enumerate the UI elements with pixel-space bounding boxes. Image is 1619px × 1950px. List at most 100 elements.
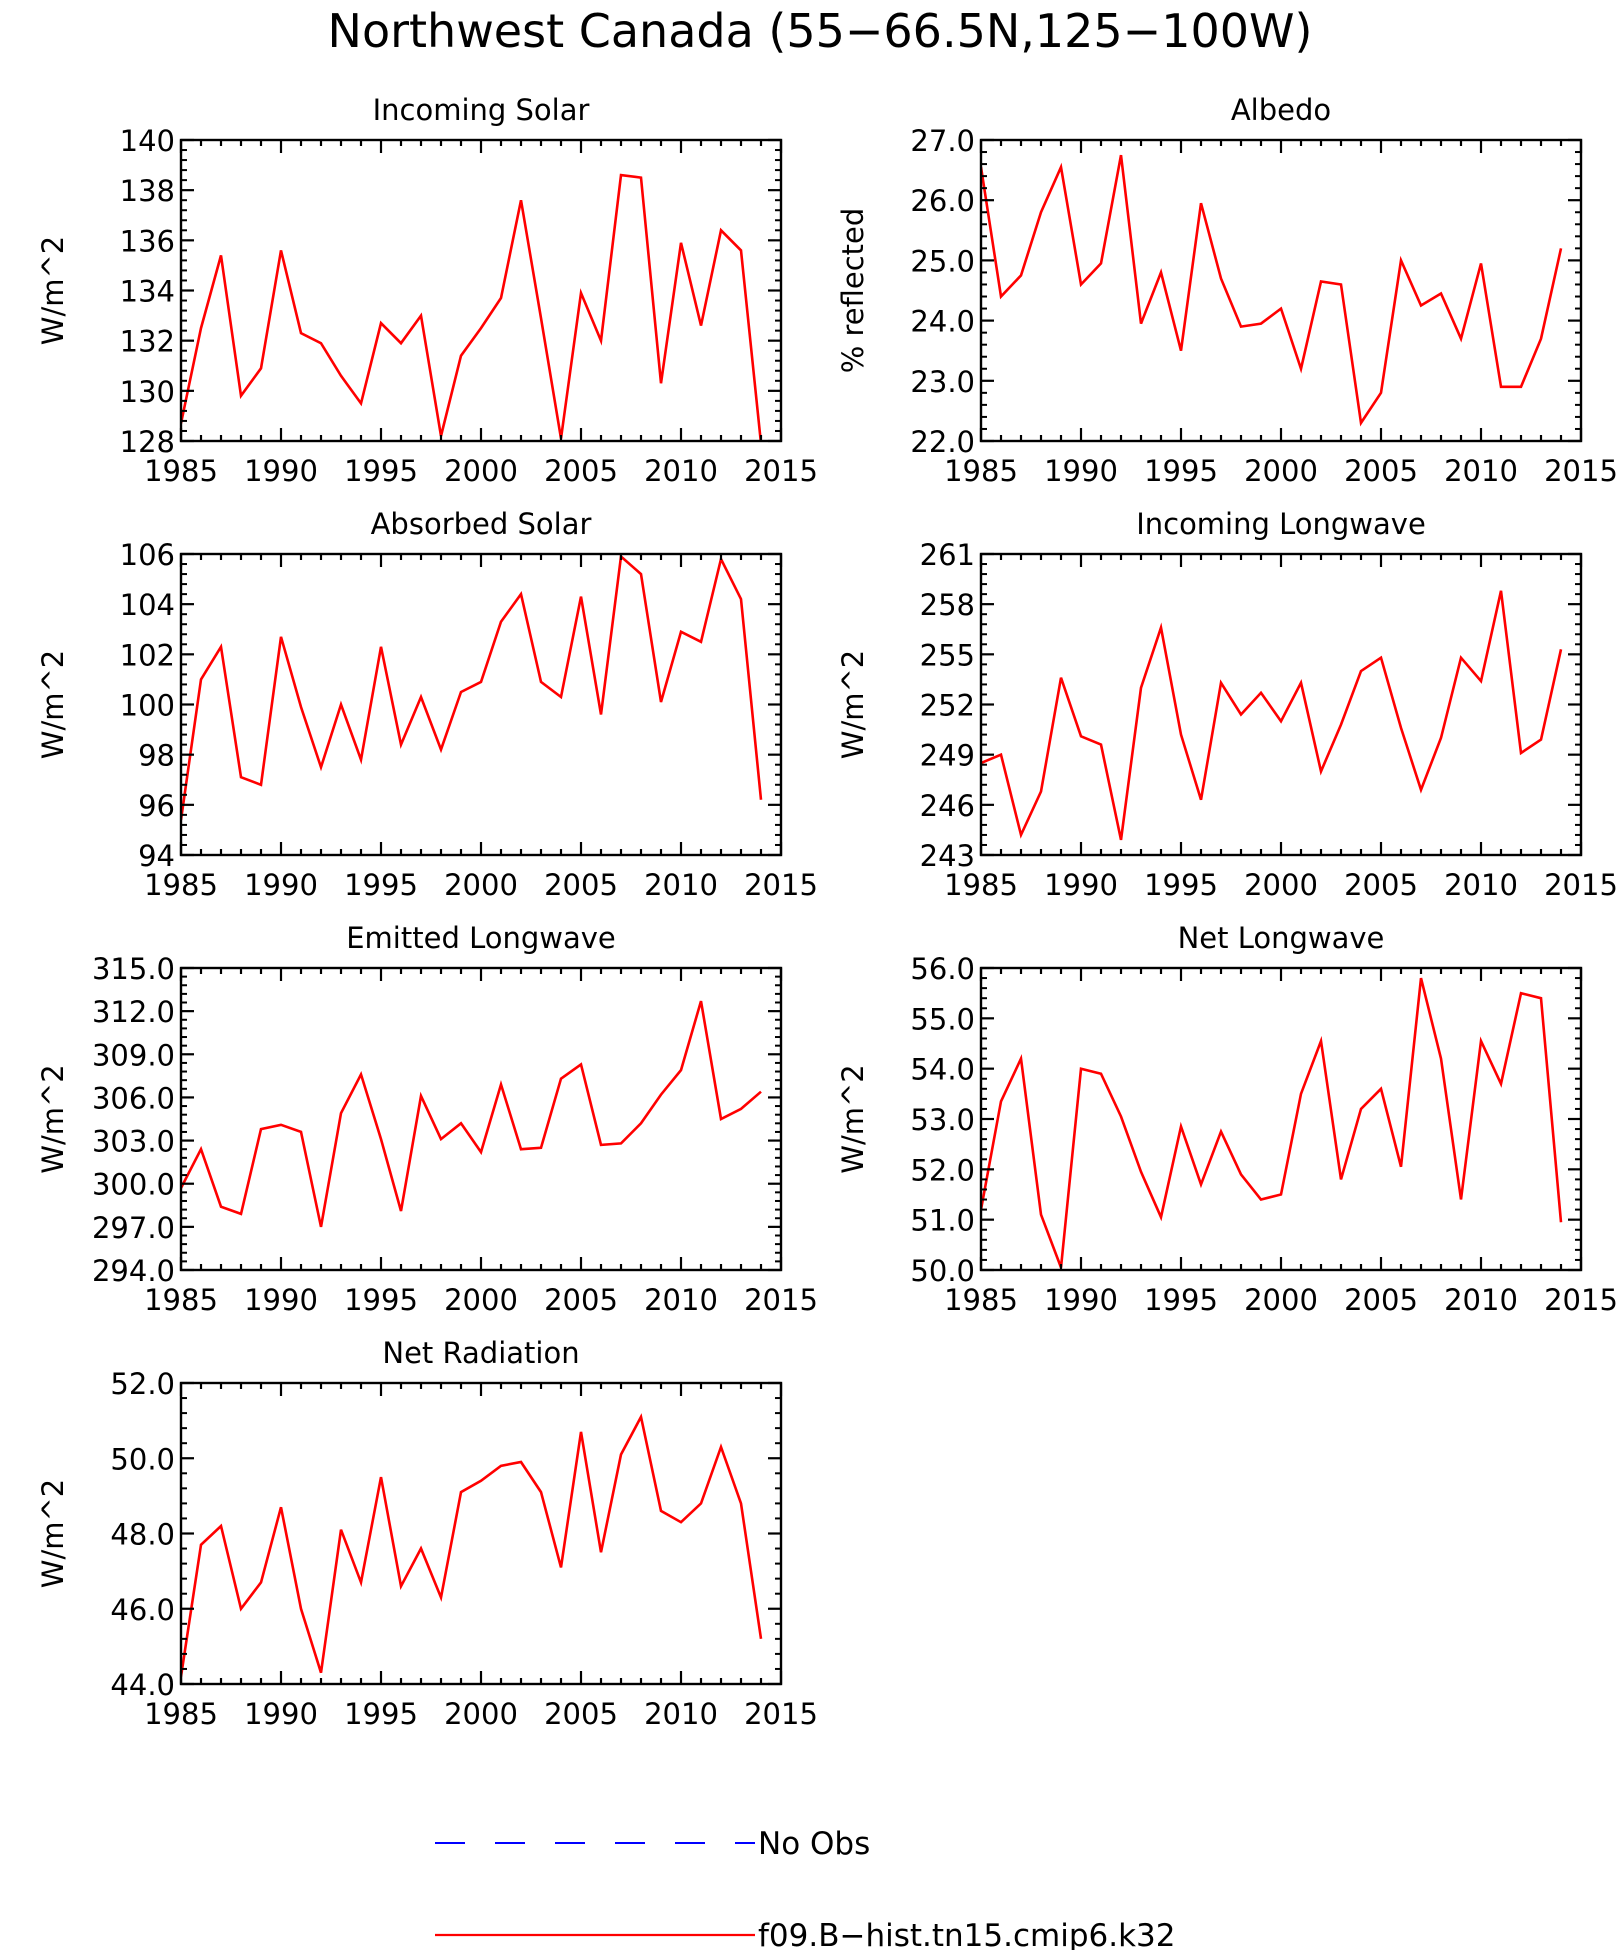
net-longwave-ytick-label-5: 55.0 <box>910 1002 975 1036</box>
absorbed-solar-ytick-label-3: 100 <box>120 689 175 723</box>
incoming-longwave-xtick-label-2000: 2000 <box>1244 868 1318 902</box>
net-longwave-xtick-label-1990: 1990 <box>1044 1283 1118 1317</box>
incoming-longwave-xtick-label-1995: 1995 <box>1144 868 1218 902</box>
net-radiation-ytick-label-2: 48.0 <box>110 1518 175 1552</box>
net-radiation-ytick-label-1: 46.0 <box>110 1593 175 1627</box>
net-longwave-xtick-label-2010: 2010 <box>1444 1283 1518 1317</box>
net-radiation-ytick-label-3: 50.0 <box>110 1442 175 1476</box>
net-longwave-xtick-label-1985: 1985 <box>944 1283 1018 1317</box>
incoming-solar-title: Incoming Solar <box>373 93 590 127</box>
panel-absorbed-solar: 1985 1990 1995 2000 2005 2010 2015 94 96 98 100 102… <box>36 507 818 902</box>
emitted-longwave-ytick-label-0: 294.0 <box>92 1254 175 1288</box>
absorbed-solar-ylabel: W/m^2 <box>36 650 70 759</box>
incoming-longwave-ytick-label-1: 246 <box>920 789 975 823</box>
absorbed-solar-ytick-label-5: 104 <box>120 588 175 622</box>
incoming-longwave-xtick-label-2015: 2015 <box>1544 868 1618 902</box>
incoming-solar-plot-frame <box>179 138 783 443</box>
albedo-ytick-label-0: 22.0 <box>910 425 975 459</box>
incoming-longwave-xtick-label-1990: 1990 <box>1044 868 1118 902</box>
albedo-xtick-label-1985: 1985 <box>944 454 1018 488</box>
albedo-xtick-label-1995: 1995 <box>1144 454 1218 488</box>
incoming-longwave-ytick-label-2: 249 <box>920 739 975 773</box>
emitted-longwave-ytick-label-5: 309.0 <box>92 1038 175 1072</box>
incoming-longwave-ytick-label-6: 261 <box>920 538 975 572</box>
net-radiation-xtick-label-2005: 2005 <box>544 1697 618 1731</box>
panel-emitted-longwave: 1985 1990 1995 2000 2005 2010 2015 294.0 297.0 30… <box>36 921 818 1317</box>
net-longwave-title: Net Longwave <box>1178 921 1385 955</box>
net-longwave-ytick-label-3: 53.0 <box>910 1103 975 1137</box>
emitted-longwave-xtick-label-2010: 2010 <box>644 1283 718 1317</box>
net-longwave-series-line <box>981 977 1563 1268</box>
net-longwave-ylabel: W/m^2 <box>836 1064 870 1173</box>
absorbed-solar-xtick-label-1990: 1990 <box>244 868 318 902</box>
incoming-longwave-ytick-label-0: 243 <box>920 839 975 873</box>
absorbed-solar-xtick-label-2015: 2015 <box>744 868 818 902</box>
net-radiation-xtick-label-2010: 2010 <box>644 1697 718 1731</box>
incoming-solar-ytick-label-4: 136 <box>120 224 175 258</box>
albedo-xtick-label-1990: 1990 <box>1044 454 1118 488</box>
absorbed-solar-ytick-label-0: 94 <box>138 839 175 873</box>
absorbed-solar-xtick-label-2005: 2005 <box>544 868 618 902</box>
net-radiation-ylabel: W/m^2 <box>36 1479 70 1588</box>
incoming-longwave-series-line <box>981 590 1563 841</box>
emitted-longwave-ytick-label-7: 315.0 <box>92 952 175 986</box>
net-radiation-ytick-label-4: 52.0 <box>110 1367 175 1401</box>
incoming-longwave-xtick-label-2005: 2005 <box>1344 868 1418 902</box>
panel-albedo: 1985 1990 1995 2000 2005 2010 2015 22.0 23.0 24.0… <box>836 93 1618 488</box>
albedo-ytick-label-5: 27.0 <box>910 124 975 158</box>
net-radiation-xtick-label-2000: 2000 <box>444 1697 518 1731</box>
net-longwave-xtick-label-2015: 2015 <box>1544 1283 1618 1317</box>
incoming-solar-xtick-label-1985: 1985 <box>144 454 218 488</box>
net-longwave-ytick-label-0: 50.0 <box>910 1254 975 1288</box>
absorbed-solar-xtick-label-2010: 2010 <box>644 868 718 902</box>
emitted-longwave-ytick-label-3: 303.0 <box>92 1125 175 1159</box>
legend: No Obs f09.B−hist.tn15.cmip6.k32 <box>435 1826 1176 1950</box>
net-radiation-ytick-label-0: 44.0 <box>110 1668 175 1702</box>
emitted-longwave-ytick-label-2: 300.0 <box>92 1168 175 1202</box>
incoming-solar-ytick-label-5: 138 <box>120 174 175 208</box>
incoming-solar-ytick-label-1: 130 <box>120 375 175 409</box>
incoming-longwave-title: Incoming Longwave <box>1136 507 1426 541</box>
absorbed-solar-xtick-label-1985: 1985 <box>144 868 218 902</box>
incoming-solar-ytick-label-3: 134 <box>120 275 175 309</box>
incoming-solar-xtick-label-2015: 2015 <box>744 454 818 488</box>
emitted-longwave-ylabel: W/m^2 <box>36 1064 70 1173</box>
incoming-longwave-ytick-label-5: 258 <box>920 588 975 622</box>
net-longwave-xtick-label-2005: 2005 <box>1344 1283 1418 1317</box>
absorbed-solar-ytick-label-4: 102 <box>120 638 175 672</box>
net-radiation-xtick-label-1985: 1985 <box>144 1697 218 1731</box>
net-longwave-xtick-label-2000: 2000 <box>1244 1283 1318 1317</box>
absorbed-solar-xtick-label-2000: 2000 <box>444 868 518 902</box>
incoming-solar-series-line <box>181 173 763 441</box>
emitted-longwave-title: Emitted Longwave <box>346 921 616 955</box>
albedo-xtick-label-2005: 2005 <box>1344 454 1418 488</box>
incoming-solar-ylabel: W/m^2 <box>36 236 70 345</box>
albedo-title: Albedo <box>1231 93 1331 127</box>
absorbed-solar-xtick-label-1995: 1995 <box>344 868 418 902</box>
incoming-longwave-ytick-label-4: 255 <box>920 638 975 672</box>
incoming-solar-xtick-label-1990: 1990 <box>244 454 318 488</box>
incoming-solar-xtick-label-1995: 1995 <box>344 454 418 488</box>
net-radiation-xtick-label-1995: 1995 <box>344 1697 418 1731</box>
emitted-longwave-xtick-label-2000: 2000 <box>444 1283 518 1317</box>
net-longwave-ytick-label-6: 56.0 <box>910 952 975 986</box>
incoming-longwave-ytick-label-3: 252 <box>920 689 975 723</box>
albedo-xtick-label-2015: 2015 <box>1544 454 1618 488</box>
figure-title: Northwest Canada (55−66.5N,125−100W) <box>328 4 1313 58</box>
albedo-ylabel: % reflected <box>836 208 870 374</box>
albedo-xtick-label-2010: 2010 <box>1444 454 1518 488</box>
emitted-longwave-xtick-label-1995: 1995 <box>344 1283 418 1317</box>
absorbed-solar-ytick-label-1: 96 <box>138 789 175 823</box>
panel-incoming-longwave: 1985 1990 1995 2000 2005 2010 2015 243 246 249 252… <box>836 507 1618 902</box>
incoming-solar-ytick-label-0: 128 <box>120 425 175 459</box>
incoming-solar-xtick-label-2000: 2000 <box>444 454 518 488</box>
net-radiation-title: Net Radiation <box>382 1336 579 1370</box>
incoming-solar-ytick-label-6: 140 <box>120 124 175 158</box>
albedo-series-line <box>981 154 1563 427</box>
emitted-longwave-plot-frame <box>179 966 783 1272</box>
panel-net-radiation: 1985 1990 1995 2000 2005 2010 2015 44.0 46.0 48.0… <box>36 1336 818 1731</box>
absorbed-solar-ytick-label-6: 106 <box>120 538 175 572</box>
incoming-solar-xtick-label-2010: 2010 <box>644 454 718 488</box>
emitted-longwave-ytick-label-6: 312.0 <box>92 995 175 1029</box>
